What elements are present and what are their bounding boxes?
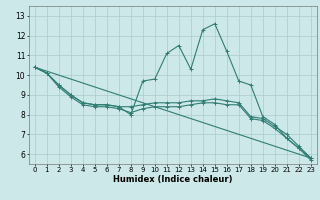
X-axis label: Humidex (Indice chaleur): Humidex (Indice chaleur) [113, 175, 233, 184]
